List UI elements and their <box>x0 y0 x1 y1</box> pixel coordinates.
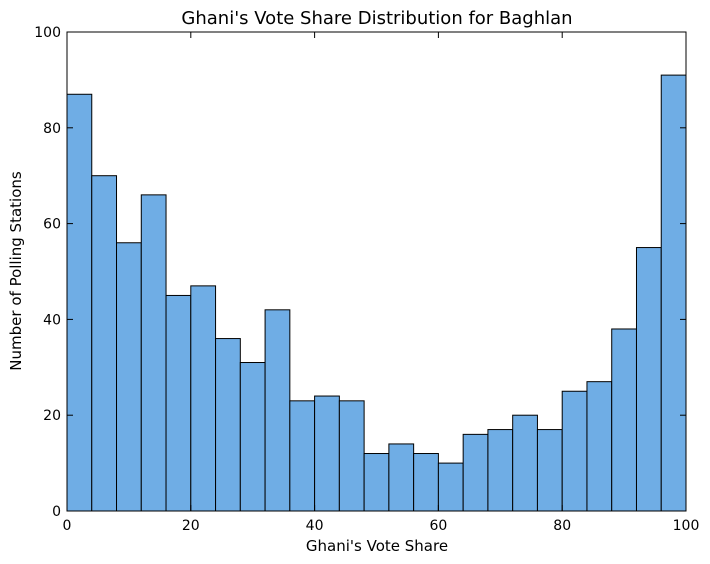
histogram-bar <box>462 433 489 512</box>
histogram-bar <box>91 175 118 512</box>
ticks-group: 0 20 40 60 80 100 0 20 40 60 80 100 <box>34 25 699 534</box>
histogram-bar <box>264 309 291 512</box>
y-tick-label: 20 <box>43 408 61 424</box>
x-tick-label: 100 <box>673 518 700 534</box>
y-tick-label: 0 <box>52 504 61 520</box>
histogram-bar <box>437 462 464 512</box>
histogram-bar <box>140 194 167 512</box>
y-tick-label: 80 <box>43 121 61 137</box>
histogram-bar <box>660 74 687 512</box>
bars-group <box>66 74 687 512</box>
histogram-bar <box>165 294 192 512</box>
histogram-bar <box>536 429 563 512</box>
histogram-bar <box>363 453 390 512</box>
chart-title: Ghani's Vote Share Distribution for Bagh… <box>181 8 572 29</box>
histogram-bar <box>561 390 588 512</box>
x-axis-label: Ghani's Vote Share <box>306 537 448 555</box>
x-tick-label: 60 <box>429 518 447 534</box>
histogram-bar <box>487 429 514 512</box>
x-tick-label: 80 <box>553 518 571 534</box>
y-tick-label: 60 <box>43 217 61 233</box>
histogram-bar <box>338 400 365 512</box>
histogram-bar <box>635 247 662 512</box>
histogram-bar <box>66 93 93 512</box>
y-tick-label: 100 <box>34 25 61 41</box>
histogram-bar <box>512 414 538 512</box>
x-tick-label: 20 <box>182 518 200 534</box>
x-tick-label: 0 <box>63 518 72 534</box>
histogram-bar <box>586 381 613 512</box>
histogram-bar <box>413 453 439 512</box>
y-axis-label: Number of Polling Stations <box>7 171 25 371</box>
y-tick-label: 40 <box>43 312 61 328</box>
histogram-bar <box>239 362 266 512</box>
histogram-bar <box>190 285 217 512</box>
histogram-bar <box>215 338 241 512</box>
plot-frame <box>66 31 687 512</box>
x-tick-label: 40 <box>306 518 324 534</box>
histogram-bar <box>116 242 142 512</box>
histogram-bar <box>289 400 316 512</box>
histogram-bar <box>388 443 415 512</box>
histogram-bar <box>611 328 637 512</box>
histogram-bar <box>314 395 340 512</box>
